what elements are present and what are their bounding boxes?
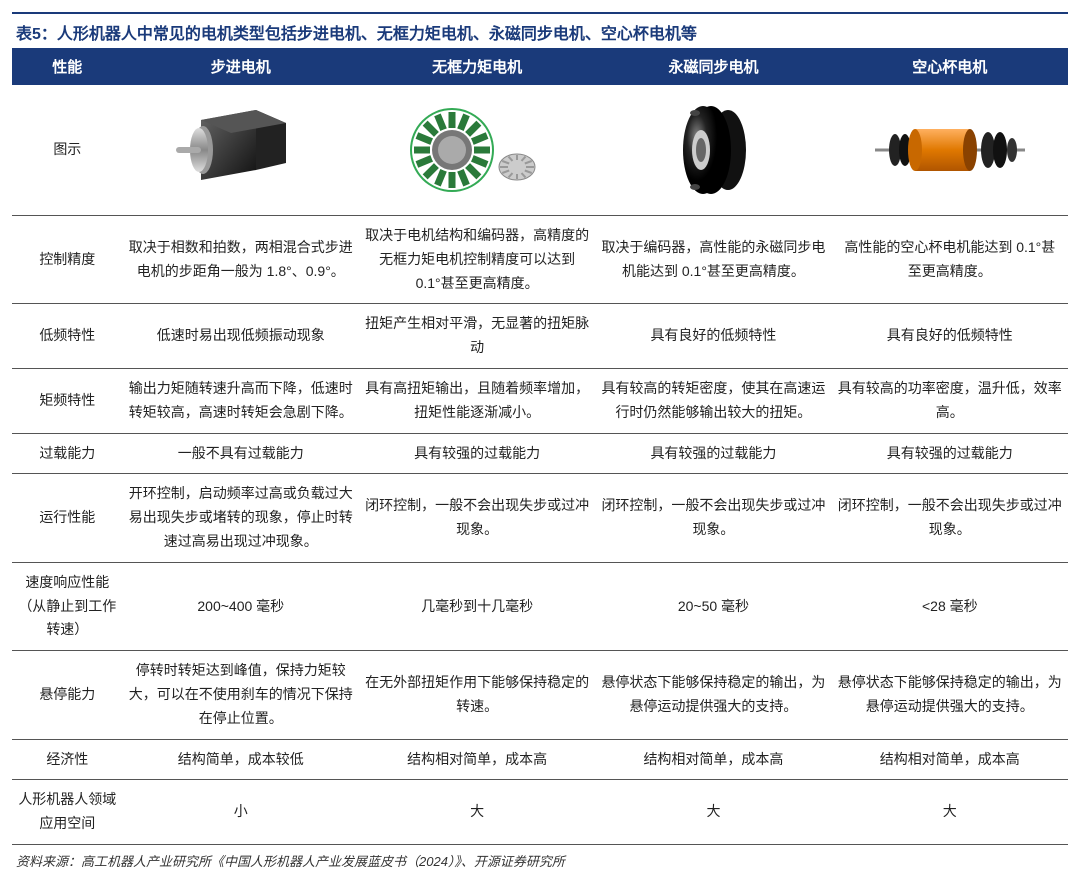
table-row: 运行性能开环控制，启动频率过高或负载过大易出现失步或堵转的现象，停止时转速过高易… [12, 474, 1068, 562]
table-cell [359, 85, 595, 216]
table-header-row: 性能 步进电机 无框力矩电机 永磁同步电机 空心杯电机 [12, 48, 1068, 85]
table-cell: 大 [359, 780, 595, 845]
row-label: 运行性能 [12, 474, 123, 562]
table-cell: 具有较高的功率密度，温升低，效率高。 [832, 368, 1068, 433]
table-cell: 结构简单，成本较低 [123, 739, 359, 780]
table-cell: 具有高扭矩输出，且随着频率增加，扭矩性能逐渐减小。 [359, 368, 595, 433]
table-row: 过载能力一般不具有过载能力具有较强的过载能力具有较强的过载能力具有较强的过载能力 [12, 433, 1068, 474]
table-cell: 结构相对简单，成本高 [832, 739, 1068, 780]
table-cell: 结构相对简单，成本高 [595, 739, 831, 780]
row-label: 速度响应性能（从静止到工作转速） [12, 562, 123, 650]
row-label: 图示 [12, 85, 123, 216]
table-cell: 悬停状态下能够保持稳定的输出，为悬停运动提供强大的支持。 [595, 651, 831, 739]
table-row: 低频特性低速时易出现低频振动现象扭矩产生相对平滑，无显著的扭矩脉动具有良好的低频… [12, 304, 1068, 369]
motor-comparison-table: 性能 步进电机 无框力矩电机 永磁同步电机 空心杯电机 图示 [12, 48, 1068, 845]
col-header: 步进电机 [123, 48, 359, 85]
table-cell: 悬停状态下能够保持稳定的输出，为悬停运动提供强大的支持。 [832, 651, 1068, 739]
table-row: 速度响应性能（从静止到工作转速）200~400 毫秒几毫秒到十几毫秒20~50 … [12, 562, 1068, 650]
table-cell: 具有良好的低频特性 [832, 304, 1068, 369]
table-title: 表5：人形机器人中常见的电机类型包括步进电机、无框力矩电机、永磁同步电机、空心杯… [12, 12, 1068, 48]
table-cell: 低速时易出现低频振动现象 [123, 304, 359, 369]
row-label: 过载能力 [12, 433, 123, 474]
table-cell: 高性能的空心杯电机能达到 0.1°甚至更高精度。 [832, 216, 1068, 304]
table-cell: 具有良好的低频特性 [595, 304, 831, 369]
row-label: 悬停能力 [12, 651, 123, 739]
row-label: 矩频特性 [12, 368, 123, 433]
table-cell: 小 [123, 780, 359, 845]
table-row: 经济性结构简单，成本较低结构相对简单，成本高结构相对简单，成本高结构相对简单，成… [12, 739, 1068, 780]
table-cell: 在无外部扭矩作用下能够保持稳定的转速。 [359, 651, 595, 739]
table-cell: 结构相对简单，成本高 [359, 739, 595, 780]
table-cell: 具有较强的过载能力 [832, 433, 1068, 474]
coreless-motor-icon [870, 95, 1030, 205]
table-cell: 取决于编码器，高性能的永磁同步电机能达到 0.1°甚至更高精度。 [595, 216, 831, 304]
table-cell: 闭环控制，一般不会出现失步或过冲现象。 [359, 474, 595, 562]
col-header: 无框力矩电机 [359, 48, 595, 85]
table-cell: 大 [595, 780, 831, 845]
table-row: 人形机器人领域应用空间小大大大 [12, 780, 1068, 845]
table-cell: <28 毫秒 [832, 562, 1068, 650]
col-header: 空心杯电机 [832, 48, 1068, 85]
table-cell: 一般不具有过载能力 [123, 433, 359, 474]
table-cell: 大 [832, 780, 1068, 845]
table-cell [832, 85, 1068, 216]
title-prefix: 表5： [16, 26, 57, 43]
table-cell: 闭环控制，一般不会出现失步或过冲现象。 [595, 474, 831, 562]
table-cell: 取决于电机结构和编码器，高精度的无框力矩电机控制精度可以达到 0.1°甚至更高精… [359, 216, 595, 304]
title-text: 人形机器人中常见的电机类型包括步进电机、无框力矩电机、永磁同步电机、空心杯电机等 [57, 26, 697, 43]
row-label: 控制精度 [12, 216, 123, 304]
data-source: 资料来源：高工机器人产业研究所《中国人形机器人产业发展蓝皮书（2024）》、开源… [12, 845, 1068, 870]
col-header: 性能 [12, 48, 123, 85]
table-row: 控制精度取决于相数和拍数，两相混合式步进电机的步距角一般为 1.8°、0.9°。… [12, 216, 1068, 304]
table-cell [595, 85, 831, 216]
table-cell: 具有较高的转矩密度，使其在高速运行时仍然能够输出较大的扭矩。 [595, 368, 831, 433]
table-cell: 停转时转矩达到峰值，保持力矩较大，可以在不使用刹车的情况下保持在停止位置。 [123, 651, 359, 739]
table-cell: 20~50 毫秒 [595, 562, 831, 650]
table-cell [123, 85, 359, 216]
table-cell: 扭矩产生相对平滑，无显著的扭矩脉动 [359, 304, 595, 369]
table-cell: 具有较强的过载能力 [359, 433, 595, 474]
table-cell: 几毫秒到十几毫秒 [359, 562, 595, 650]
table-cell: 输出力矩随转速升高而下降，低速时转矩较高，高速时转矩会急剧下降。 [123, 368, 359, 433]
table-cell: 闭环控制，一般不会出现失步或过冲现象。 [832, 474, 1068, 562]
table-cell: 200~400 毫秒 [123, 562, 359, 650]
stepper-motor-icon [161, 95, 321, 205]
row-label: 低频特性 [12, 304, 123, 369]
col-header: 永磁同步电机 [595, 48, 831, 85]
table-cell: 具有较强的过载能力 [595, 433, 831, 474]
table-row: 矩频特性输出力矩随转速升高而下降，低速时转矩较高，高速时转矩会急剧下降。具有高扭… [12, 368, 1068, 433]
pmsm-motor-icon [633, 95, 793, 205]
row-label: 人形机器人领域应用空间 [12, 780, 123, 845]
row-label: 经济性 [12, 739, 123, 780]
table-row: 图示 [12, 85, 1068, 216]
table-cell: 取决于相数和拍数，两相混合式步进电机的步距角一般为 1.8°、0.9°。 [123, 216, 359, 304]
table-row: 悬停能力停转时转矩达到峰值，保持力矩较大，可以在不使用刹车的情况下保持在停止位置… [12, 651, 1068, 739]
frameless-torque-motor-icon [397, 95, 557, 205]
table-cell: 开环控制，启动频率过高或负载过大易出现失步或堵转的现象，停止时转速过高易出现过冲… [123, 474, 359, 562]
